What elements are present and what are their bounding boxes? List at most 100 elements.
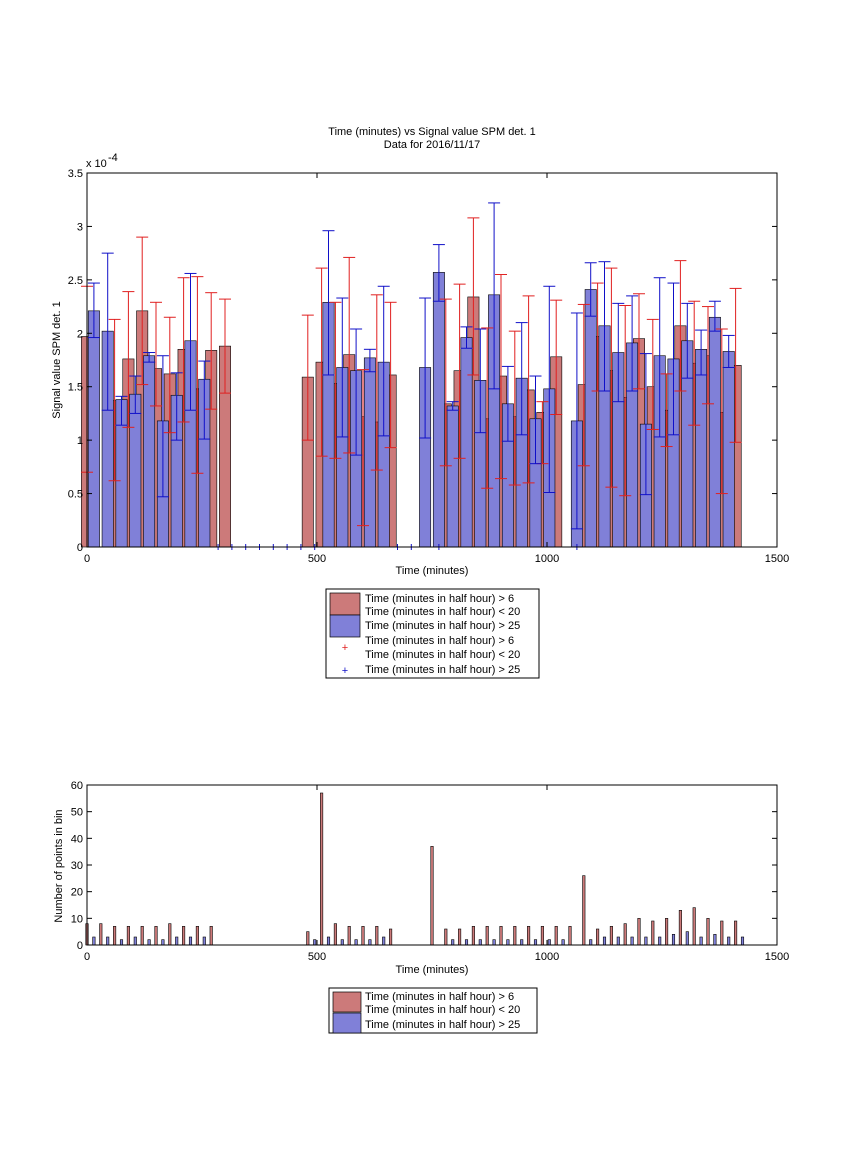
bar-blue <box>533 939 538 946</box>
bar-red <box>182 926 186 946</box>
y-tick-label: 0.5 <box>68 489 83 501</box>
bar-red <box>720 920 724 946</box>
bar-red <box>651 920 655 946</box>
legend-swatch-blue <box>329 614 361 638</box>
bottom-legend-box <box>328 987 538 1034</box>
legend-label: Time (minutes in half hour) > 25 <box>365 620 520 632</box>
y-tick-label: 3 <box>77 221 83 233</box>
legend-plus-red: + <box>342 642 348 654</box>
x-tick-label: 1500 <box>765 553 789 565</box>
bar-red <box>333 923 337 946</box>
bar-red <box>692 907 696 946</box>
bar-blue <box>326 936 331 946</box>
y-exponent-base: x 10 <box>86 158 107 170</box>
legend-label: Time (minutes in half hour) > 6 <box>365 991 514 1003</box>
bar-blue <box>464 939 469 946</box>
bar-blue <box>589 939 593 946</box>
bar-blue <box>460 337 473 548</box>
bar-blue <box>708 316 721 548</box>
bar-red <box>471 926 475 946</box>
y-tick-label: 2.5 <box>68 275 83 287</box>
bar-red <box>347 926 351 946</box>
bottom-y-ticks: 0 10 20 30 40 50 60 <box>71 780 777 952</box>
top-y-ticks: 0 0.5 1 1.5 2 2.5 3 3.5 <box>68 168 777 554</box>
bar-blue <box>92 936 96 946</box>
y-tick-label: 10 <box>71 913 83 925</box>
bar-red <box>706 918 710 946</box>
bar-blue <box>713 934 717 946</box>
bar-red <box>113 926 117 946</box>
bottom-x-axis-label: Time (minutes) <box>396 964 469 976</box>
y-tick-label: 0 <box>77 542 83 554</box>
top-x-axis-label: Time (minutes) <box>396 565 469 577</box>
bar-red <box>734 920 738 946</box>
bar-red <box>637 918 641 946</box>
y-tick-label: 1 <box>77 435 83 447</box>
bar-blue <box>492 939 496 946</box>
bar-red <box>140 926 144 946</box>
bar-blue <box>727 936 731 946</box>
legend-label: Time (minutes in half hour) > 25 <box>365 1019 520 1031</box>
y-tick-label: 2 <box>77 328 83 340</box>
bar-blue <box>87 310 100 548</box>
top-chart: Time (minutes) vs Signal value SPM det. … <box>51 126 789 679</box>
top-y-axis-label: Signal value SPM det. 1 <box>51 301 63 418</box>
bottom-chart-marks <box>85 792 745 946</box>
bar-red <box>306 931 310 946</box>
bar-blue <box>202 936 206 946</box>
bar-blue <box>616 936 620 946</box>
bar-red <box>554 926 558 946</box>
bar-blue <box>658 936 662 946</box>
y-tick-label: 60 <box>71 780 83 792</box>
bar-blue <box>340 939 344 946</box>
x-tick-label: 1500 <box>765 951 789 963</box>
bar-red <box>485 926 489 946</box>
bar-blue <box>695 349 708 548</box>
top-plot-frame <box>86 172 778 548</box>
bar-red <box>168 923 172 946</box>
bar-red <box>596 928 600 946</box>
bar-blue <box>363 357 376 548</box>
x-tick-label: 0 <box>84 553 90 565</box>
legend-swatch-blue <box>332 1012 362 1034</box>
bar-blue <box>119 939 124 946</box>
bar-red <box>678 910 682 946</box>
bar-blue <box>446 405 459 548</box>
bar-blue <box>129 393 142 548</box>
bottom-x-ticks: 0 500 1000 1500 <box>84 785 789 963</box>
bottom-chart: 0 10 20 30 40 50 60 0 500 1000 1500 Time (minutes… <box>53 780 789 1034</box>
bar-red <box>458 928 462 946</box>
top-chart-subtitle: Data for 2016/11/17 <box>384 139 480 151</box>
bar-red <box>389 928 393 946</box>
y-tick-label: 20 <box>71 887 83 899</box>
legend-label: Time (minutes in half hour) > 6 <box>365 635 514 647</box>
bar-blue <box>699 936 703 946</box>
top-y-exponent: x 10 -4 <box>86 152 118 170</box>
bar-red <box>209 926 213 946</box>
y-tick-label: 40 <box>71 833 83 845</box>
bar-blue <box>685 931 689 946</box>
bar-red <box>623 923 627 946</box>
bar-blue <box>602 936 607 946</box>
bar-blue <box>106 936 110 946</box>
bar-red <box>540 926 544 946</box>
bar-blue <box>630 936 634 946</box>
bar-red <box>527 926 531 946</box>
bar-blue <box>506 939 510 946</box>
x-tick-label: 500 <box>308 553 326 565</box>
x-tick-label: 0 <box>84 951 90 963</box>
legend-label: Time (minutes in half hour) < 20 <box>365 606 520 618</box>
y-exponent-power: -4 <box>108 152 118 164</box>
bar-blue <box>478 939 482 946</box>
bar-blue <box>520 939 524 946</box>
bar-red <box>499 926 503 946</box>
y-tick-label: 50 <box>71 807 83 819</box>
bar-red <box>99 923 103 946</box>
bar-blue <box>147 939 151 946</box>
y-tick-label: 30 <box>71 860 83 872</box>
bar-red <box>195 926 199 946</box>
top-x-ticks: 0 500 1000 1500 <box>84 173 789 565</box>
top-legend: Time (minutes in half hour) > 6 Time (mi… <box>325 588 540 679</box>
bar-red <box>361 926 365 946</box>
